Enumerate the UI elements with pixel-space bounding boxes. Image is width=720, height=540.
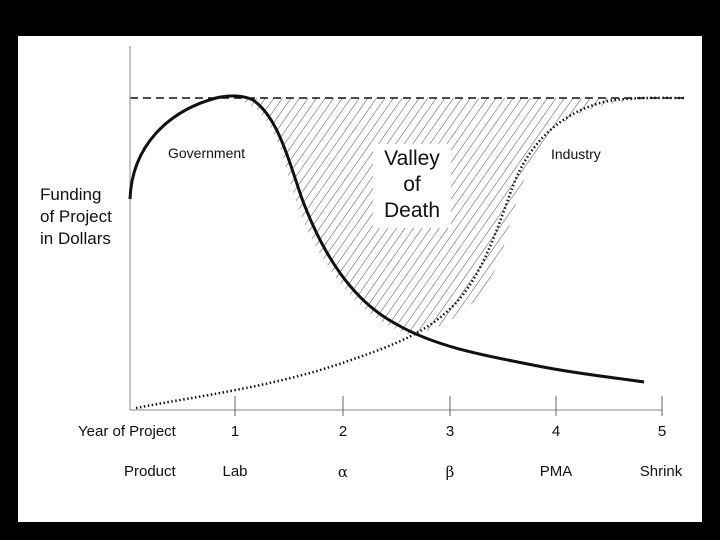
- diagram-panel: Funding of Project in Dollars Government…: [18, 36, 702, 522]
- product-tick-label-alpha: α: [337, 463, 349, 481]
- government-funding-curve: [128, 94, 645, 384]
- industry-label: Industry: [551, 146, 601, 162]
- year-tick-label-4: 4: [551, 423, 561, 440]
- product-tick-label-pma: PMA: [539, 463, 573, 480]
- valley-label-line-1: Valley: [384, 147, 440, 170]
- x-axis-ticks: [234, 396, 663, 416]
- valley-hatch-region: [235, 98, 684, 335]
- valley-label-line-2: of: [403, 173, 421, 196]
- y-axis-label-line-3: in Dollars: [40, 229, 111, 248]
- year-tick-label-2: 2: [338, 423, 348, 440]
- valley-label-line-3: Death: [383, 199, 441, 222]
- industry-funding-curve: [135, 96, 685, 410]
- product-title: Product: [124, 463, 176, 480]
- government-label: Government: [168, 145, 246, 161]
- product-tick-label-beta: β: [445, 463, 455, 481]
- product-tick-label-shrink: Shrink: [639, 463, 683, 480]
- y-axis-label-line-1: Funding: [40, 185, 102, 204]
- year-tick-label-1: 1: [230, 423, 240, 440]
- valley-of-death-diagram: [128, 46, 685, 416]
- y-axis-label: Funding of Project in Dollars: [40, 184, 112, 250]
- year-tick-label-5: 5: [657, 423, 667, 440]
- year-of-project-title: Year of Project: [78, 423, 176, 440]
- product-tick-label-lab: Lab: [222, 463, 248, 480]
- year-tick-label-3: 3: [445, 423, 455, 440]
- valley-of-death-label: Valley of Death: [373, 144, 451, 228]
- y-axis-label-line-2: of Project: [40, 207, 112, 226]
